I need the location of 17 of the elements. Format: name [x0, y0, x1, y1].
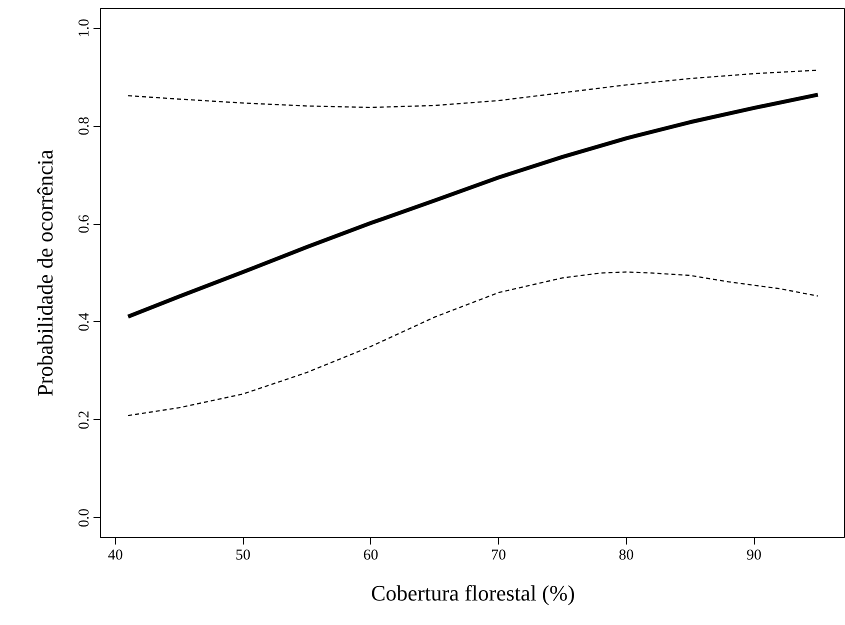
line-series	[127, 70, 819, 108]
y-axis-title: Probabilidade de ocorrência	[32, 149, 58, 396]
x-tick-label: 60	[363, 548, 378, 564]
x-tick-label: 90	[746, 548, 762, 564]
x-tick-label: 70	[491, 548, 506, 564]
y-tick-label: 0.8	[76, 116, 92, 136]
x-axis-title: Cobertura florestal (%)	[370, 580, 576, 606]
y-tick-label: 0.0	[76, 508, 92, 528]
x-tick-label: 80	[618, 548, 634, 564]
y-tick-label: 1.0	[76, 18, 92, 38]
line-series	[127, 271, 819, 416]
x-tick-label: 40	[108, 548, 123, 564]
y-tick-label: 0.6	[76, 214, 92, 234]
x-tick-label: 50	[236, 548, 251, 564]
line-series	[126, 92, 820, 319]
y-tick-label: 0.2	[76, 410, 92, 430]
y-tick-label: 0.4	[76, 312, 92, 332]
